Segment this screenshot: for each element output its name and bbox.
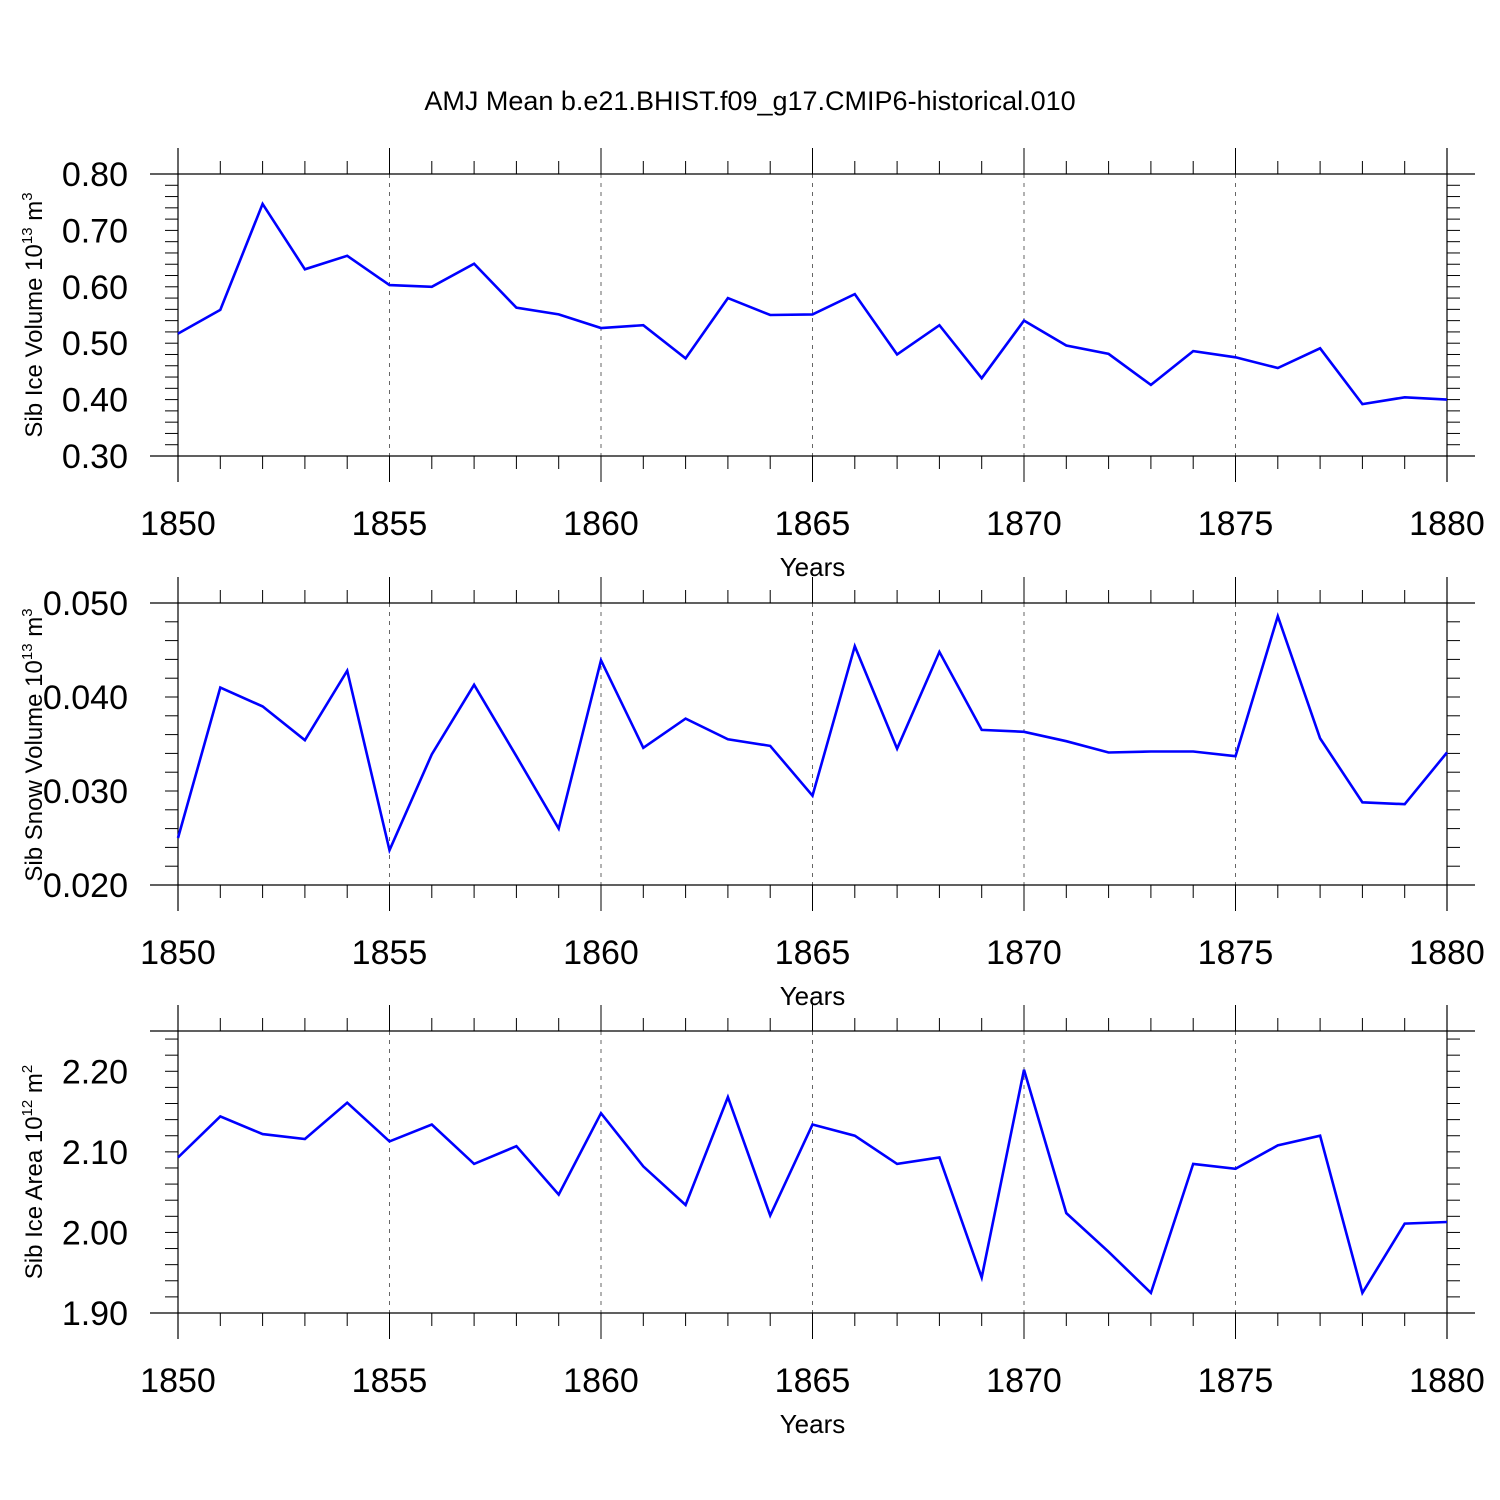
- x-tick-label: 1860: [563, 505, 639, 543]
- x-axis-title: Years: [780, 1409, 846, 1439]
- y-axis-title: Sib Ice Volume 1013 m3: [19, 192, 48, 437]
- x-tick-label: 1855: [352, 934, 428, 972]
- y-tick-label: 0.050: [43, 585, 128, 623]
- y-tick-label: 0.70: [62, 212, 128, 250]
- x-tick-label: 1880: [1409, 934, 1485, 972]
- y-tick-label: 0.020: [43, 867, 128, 905]
- x-tick-label: 1865: [775, 1362, 851, 1400]
- chart-panels: 0.30 0.40 0.50 0.60 0.70 0.80 1850 1855 1860 1865…: [19, 148, 1485, 1439]
- y-tick-label: 0.50: [62, 325, 128, 363]
- x-tick-label: 1850: [140, 505, 216, 543]
- y-tick-label: 0.80: [62, 156, 128, 194]
- y-tick-label: 0.040: [43, 679, 128, 717]
- chart-panel-2: 0.020 0.030 0.040 0.050 1850 1855 1860 1865 1870…: [19, 577, 1485, 1011]
- x-tick-label: 1880: [1409, 1362, 1485, 1400]
- series-line: [177, 201, 1448, 406]
- y-tick-label: 0.30: [62, 438, 128, 476]
- x-tick-label: 1870: [986, 1362, 1062, 1400]
- x-tick-label: 1855: [352, 1362, 428, 1400]
- x-tick-label: 1875: [1198, 934, 1274, 972]
- y-axis-title: Sib Ice Area 1012 m2: [19, 1065, 48, 1279]
- x-tick-label: 1855: [352, 505, 428, 543]
- x-tick-label: 1860: [563, 934, 639, 972]
- chart-panel-3: 1.90 2.00 2.10 2.20 1850 1855 1860 1865 1870 1875…: [19, 1005, 1485, 1439]
- x-tick-label: 1850: [140, 1362, 216, 1400]
- x-tick-label: 1850: [140, 934, 216, 972]
- chart-panel-1: 0.30 0.40 0.50 0.60 0.70 0.80 1850 1855 1860 1865…: [19, 148, 1485, 582]
- x-tick-label: 1865: [775, 934, 851, 972]
- x-tick-label: 1860: [563, 1362, 639, 1400]
- x-tick-label: 1875: [1198, 1362, 1274, 1400]
- x-tick-label: 1880: [1409, 505, 1485, 543]
- series-line: [176, 611, 1449, 855]
- y-tick-label: 2.20: [62, 1053, 128, 1091]
- y-tick-label: 0.030: [43, 773, 128, 811]
- y-tick-label: 0.60: [62, 269, 128, 307]
- series-line: [177, 1069, 1448, 1297]
- y-tick-label: 1.90: [62, 1295, 128, 1333]
- y-tick-label: 2.00: [62, 1214, 128, 1252]
- x-tick-label: 1875: [1198, 505, 1274, 543]
- y-axis-title: Sib Snow Volume 1013 m3: [19, 608, 48, 881]
- y-tick-label: 2.10: [62, 1134, 128, 1172]
- x-tick-label: 1865: [775, 505, 851, 543]
- x-tick-label: 1870: [986, 934, 1062, 972]
- x-tick-label: 1870: [986, 505, 1062, 543]
- y-tick-label: 0.40: [62, 382, 128, 420]
- figure-title: AMJ Mean b.e21.BHIST.f09_g17.CMIP6-histo…: [424, 86, 1075, 116]
